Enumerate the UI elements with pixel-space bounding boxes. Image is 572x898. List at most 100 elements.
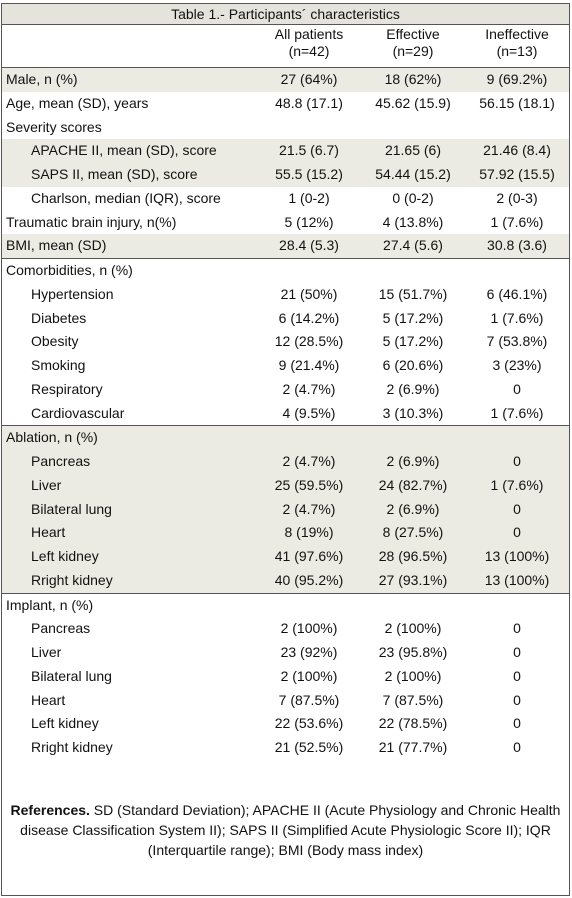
row-value: 2 (100%) (384, 667, 442, 684)
row-value: 30.8 (3.6) (487, 237, 547, 254)
column-header-effective: Effective (n=29) (354, 26, 472, 60)
row-label: Respiratory (31, 380, 103, 397)
row-value: 0 (513, 620, 521, 637)
row-value: 4 (9.5%) (282, 404, 336, 421)
row-label: Comorbidities, n (%) (6, 262, 133, 278)
row-value: 28.4 (5.3) (279, 237, 339, 254)
row-value: 57.92 (15.5) (479, 166, 555, 182)
row-value: 22 (53.6%) (274, 715, 344, 732)
column-name: All patients (274, 26, 344, 42)
row-value: 40 (95.2%) (274, 571, 344, 588)
row-value: 27 (93.1%) (378, 571, 448, 588)
table-row: Heart 7 (87.5%) 7 (87.5%) 0 (2, 689, 569, 713)
row-label: Diabetes (31, 309, 87, 326)
row-value: 21 (50%) (280, 285, 338, 302)
row-value: 0 (513, 524, 521, 541)
row-label: Age, mean (SD), years (6, 94, 149, 111)
row-value: 27.4 (5.6) (383, 237, 443, 254)
table-row: Left kidney 22 (53.6%) 22 (78.5%) 0 (2, 712, 569, 736)
table-row: BMI, mean (SD) 28.4 (5.3) 27.4 (5.6) 30.8 (… (2, 234, 569, 258)
table-row: Liver 25 (59.5%) 24 (82.7%) 1 (7.6%) (2, 473, 569, 498)
table-row: Respiratory 2 (4.7%) 2 (6.9%) 0 (2, 378, 569, 402)
row-label: Bilateral lung (31, 500, 112, 517)
row-label: Charlson, median (IQR), score (31, 189, 221, 206)
references-heading: References. (10, 802, 90, 818)
table-row: Pancreas 2 (4.7%) 2 (6.9%) 0 (2, 450, 569, 474)
row-value: 24 (82.7%) (378, 476, 448, 493)
row-value: 9 (21.4%) (278, 357, 340, 373)
row-value: 1 (7.6%) (490, 476, 544, 493)
row-value: 2 (4.7%) (282, 453, 336, 469)
row-label: Liver (31, 644, 62, 660)
row-label: Obesity (31, 333, 79, 350)
row-value: 7 (53.8%) (486, 333, 548, 350)
row-value: 56.15 (18.1) (479, 94, 555, 111)
row-value: 5 (17.2%) (382, 309, 444, 326)
row-value: 0 (513, 715, 521, 732)
column-name: Ineffective (485, 26, 549, 42)
row-label: APACHE II, mean (SD), score (31, 142, 217, 159)
row-label: Left kidney (31, 548, 99, 564)
row-label: Cardiovascular (31, 404, 125, 421)
table-row: APACHE II, mean (SD), score 21.5 (6.7) 21.… (2, 139, 569, 163)
column-n: (n=42) (288, 43, 330, 59)
row-label: Traumatic brain injury, n(%) (6, 213, 177, 230)
row-value: 15 (51.7%) (378, 285, 448, 302)
row-value: 6 (20.6%) (382, 357, 444, 373)
table-row: Left kidney 41 (97.6%) 28 (96.5%) 13 (100%) (2, 545, 569, 569)
row-value: 22 (78.5%) (378, 715, 448, 732)
row-value: 48.8 (17.1) (275, 94, 343, 111)
row-value: 2 (6.9%) (386, 380, 440, 397)
row-value: 8 (27.5%) (382, 524, 444, 541)
row-value: 2 (0-3) (496, 189, 538, 206)
row-value: 5 (12%) (284, 213, 334, 230)
row-value: 0 (513, 380, 521, 397)
row-value: 0 (513, 691, 521, 708)
row-label: Implant, n (%) (6, 596, 94, 613)
table-row: Hypertension 21 (50%) 15 (51.7%) 6 (46.1%) (2, 283, 569, 307)
table-row: Comorbidities, n (%) (2, 258, 569, 283)
row-value: 2 (4.7%) (282, 380, 336, 397)
row-label: Smoking (31, 357, 86, 373)
row-value: 1 (7.6%) (490, 404, 544, 421)
row-value: 45.62 (15.9) (375, 94, 451, 111)
table-row: Heart 8 (19%) 8 (27.5%) 0 (2, 521, 569, 545)
table-row: Diabetes 6 (14.2%) 5 (17.2%) 1 (7.6%) (2, 307, 569, 331)
row-value: 7 (87.5%) (278, 691, 340, 708)
row-value: 2 (4.7%) (282, 500, 336, 517)
row-value: 27 (64%) (280, 71, 338, 87)
row-label: Ablation, n (%) (6, 429, 98, 446)
table-row: Pancreas 2 (100%) 2 (100%) 0 (2, 617, 569, 641)
column-header-ineffective: Ineffective (n=13) (458, 26, 572, 60)
table-row: Implant, n (%) (2, 592, 569, 618)
row-value: 3 (10.3%) (382, 404, 444, 421)
table-row: Cardiovascular 4 (9.5%) 3 (10.3%) 1 (7.6%) (2, 402, 569, 426)
table-body: Male, n (%) 27 (64%) 18 (62%) 9 (69.2%) Age,… (2, 68, 569, 760)
row-value: 23 (92%) (280, 644, 338, 660)
row-value: 2 (100%) (280, 667, 338, 684)
row-value: 12 (28.5%) (274, 333, 344, 350)
table-row: Bilateral lung 2 (100%) 2 (100%) 0 (2, 665, 569, 689)
row-value: 25 (59.5%) (274, 476, 344, 493)
row-value: 0 (513, 667, 521, 684)
row-value: 1 (0-2) (288, 189, 330, 206)
references-note: References. SD (Standard Deviation); APA… (2, 800, 569, 860)
row-value: 0 (513, 644, 521, 660)
row-value: 2 (100%) (280, 620, 338, 637)
row-value: 1 (7.6%) (490, 213, 544, 230)
column-n: (n=29) (392, 43, 434, 59)
column-header-all-patients: All patients (n=42) (250, 26, 368, 60)
table-row: Obesity 12 (28.5%) 5 (17.2%) 7 (53.8%) (2, 330, 569, 354)
row-value: 2 (6.9%) (386, 500, 440, 517)
row-value: 23 (95.8%) (378, 644, 448, 660)
row-value: 21 (52.5%) (274, 739, 344, 755)
row-value: 13 (100%) (484, 571, 550, 588)
column-name: Effective (386, 26, 440, 42)
row-value: 21 (77.7%) (378, 739, 448, 755)
row-label: SAPS II, mean (SD), score (31, 166, 198, 182)
table-row: Rright kidney 40 (95.2%) 27 (93.1%) 13 (100… (2, 568, 569, 593)
row-label: Pancreas (31, 620, 91, 637)
row-value: 7 (87.5%) (382, 691, 444, 708)
references-text: SD (Standard Deviation); APACHE II (Acut… (20, 802, 561, 858)
table-row: Traumatic brain injury, n(%) 5 (12%) 4 (13… (2, 211, 569, 235)
